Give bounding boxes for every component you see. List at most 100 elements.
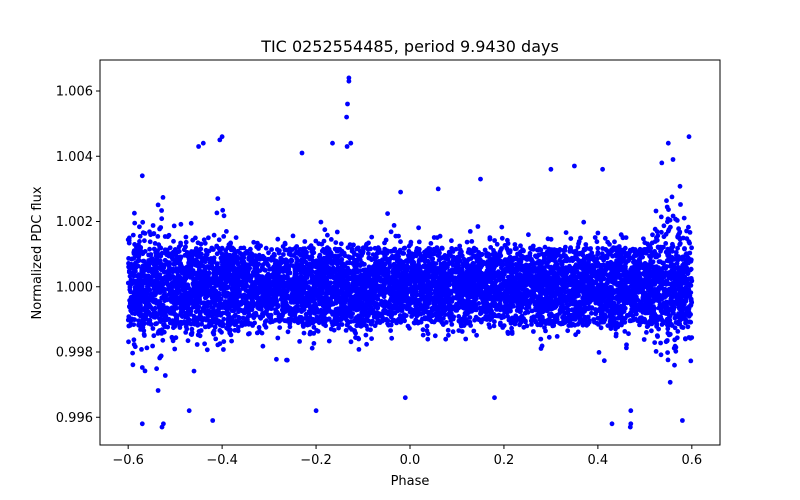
data-point — [313, 238, 319, 244]
data-point — [202, 341, 208, 347]
data-point — [155, 331, 161, 336]
data-point — [211, 232, 217, 238]
data-point — [236, 324, 241, 330]
data-point — [159, 216, 165, 222]
data-point — [137, 239, 142, 244]
data-point — [641, 337, 647, 342]
data-point — [214, 210, 220, 216]
data-point — [655, 233, 661, 239]
data-point — [246, 331, 251, 337]
data-point — [282, 240, 288, 246]
data-point — [216, 237, 222, 243]
data-point — [176, 244, 182, 250]
data-point — [469, 239, 475, 244]
data-point — [154, 366, 160, 372]
data-point — [538, 336, 544, 342]
data-point — [526, 232, 531, 238]
chart-title: TIC 0252554485, period 9.9430 days — [260, 37, 559, 56]
data-point — [658, 340, 663, 346]
data-point — [152, 241, 158, 246]
data-point — [369, 234, 375, 240]
data-point — [132, 242, 138, 247]
data-point — [406, 243, 412, 249]
data-point — [602, 235, 608, 241]
data-point — [443, 336, 449, 342]
data-point — [256, 325, 262, 330]
data-point — [228, 241, 233, 247]
data-point — [317, 252, 323, 258]
data-point — [666, 207, 671, 213]
data-point — [644, 324, 650, 330]
data-point — [622, 329, 628, 334]
data-point — [456, 328, 462, 333]
data-point — [212, 324, 218, 330]
data-point — [668, 224, 673, 230]
data-point — [626, 331, 631, 337]
data-point — [220, 207, 226, 213]
data-point — [318, 219, 324, 225]
data-point — [142, 231, 148, 236]
data-point — [150, 343, 156, 349]
data-point — [206, 235, 211, 241]
data-point — [150, 326, 156, 331]
data-point — [311, 341, 317, 346]
data-point — [568, 236, 574, 242]
data-point — [548, 236, 554, 242]
data-point — [147, 239, 153, 245]
data-point — [131, 337, 137, 343]
data-point — [665, 350, 670, 355]
data-point — [275, 335, 281, 341]
data-point — [307, 331, 313, 337]
data-point — [664, 198, 669, 204]
data-point — [160, 337, 166, 343]
data-point — [331, 327, 337, 333]
data-point — [140, 219, 146, 225]
data-point — [189, 326, 195, 332]
data-point — [155, 202, 161, 208]
data-point — [432, 333, 438, 339]
data-point — [663, 339, 669, 345]
data-point — [658, 214, 664, 220]
data-point — [189, 332, 195, 337]
data-point — [171, 238, 176, 244]
data-point — [221, 347, 226, 352]
data-point — [492, 238, 497, 243]
data-point — [424, 328, 430, 334]
data-point — [151, 231, 157, 236]
data-point — [385, 211, 390, 217]
data-point — [193, 235, 198, 241]
data-point — [389, 335, 395, 341]
data-point — [475, 224, 481, 229]
data-point — [674, 335, 680, 341]
data-point — [487, 236, 493, 242]
data-point — [157, 355, 163, 361]
data-point — [290, 233, 296, 239]
data-point — [653, 208, 659, 214]
data-point — [576, 239, 582, 244]
data-point — [420, 327, 426, 333]
data-point — [491, 323, 497, 329]
data-point — [424, 323, 430, 329]
data-point — [407, 325, 412, 331]
data-point — [151, 333, 157, 339]
data-point — [174, 305, 180, 311]
data-point — [183, 330, 189, 335]
data-point — [425, 336, 431, 342]
data-point — [294, 260, 299, 266]
data-point — [676, 226, 681, 232]
data-point — [322, 227, 328, 233]
data-point — [302, 239, 308, 244]
data-point — [365, 326, 370, 332]
data-point — [364, 341, 369, 347]
data-point — [273, 310, 278, 316]
data-point — [665, 228, 671, 234]
data-point — [170, 338, 176, 344]
data-point — [684, 236, 690, 242]
data-point — [155, 388, 161, 393]
data-point — [132, 220, 138, 226]
data-point — [130, 350, 136, 356]
data-point — [130, 232, 136, 238]
data-point — [334, 229, 340, 235]
data-point — [185, 338, 191, 344]
data-point — [676, 235, 682, 241]
